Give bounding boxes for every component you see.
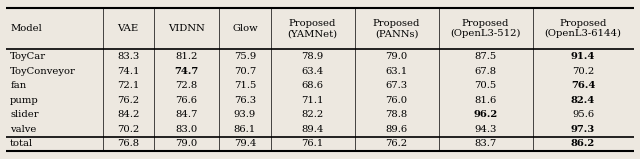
Text: 70.5: 70.5: [474, 81, 497, 90]
Text: slider: slider: [10, 110, 39, 119]
Text: total: total: [10, 139, 33, 148]
Text: pump: pump: [10, 96, 39, 105]
Text: 76.2: 76.2: [117, 96, 140, 105]
Text: 84.2: 84.2: [117, 110, 140, 119]
Text: 63.1: 63.1: [385, 67, 408, 76]
Text: 78.8: 78.8: [385, 110, 408, 119]
Text: Proposed
(YAMNet): Proposed (YAMNet): [287, 19, 337, 38]
Text: 86.1: 86.1: [234, 125, 256, 134]
Text: 63.4: 63.4: [301, 67, 324, 76]
Text: 70.7: 70.7: [234, 67, 256, 76]
Text: 76.6: 76.6: [175, 96, 198, 105]
Text: 74.1: 74.1: [117, 67, 140, 76]
Text: 86.2: 86.2: [571, 139, 595, 148]
Text: 97.3: 97.3: [571, 125, 595, 134]
Text: Glow: Glow: [232, 24, 258, 33]
Text: 76.8: 76.8: [117, 139, 140, 148]
Text: 96.2: 96.2: [474, 110, 498, 119]
Text: fan: fan: [10, 81, 26, 90]
Text: 83.0: 83.0: [175, 125, 198, 134]
Text: 82.4: 82.4: [571, 96, 595, 105]
Text: 83.3: 83.3: [117, 52, 140, 61]
Text: 91.4: 91.4: [571, 52, 595, 61]
Text: 67.3: 67.3: [385, 81, 408, 90]
Text: ToyCar: ToyCar: [10, 52, 46, 61]
Text: 76.3: 76.3: [234, 96, 256, 105]
Text: 84.7: 84.7: [175, 110, 198, 119]
Text: 70.2: 70.2: [572, 67, 594, 76]
Text: 76.1: 76.1: [301, 139, 324, 148]
Text: VAE: VAE: [118, 24, 139, 33]
Text: 67.8: 67.8: [474, 67, 497, 76]
Text: 76.4: 76.4: [571, 81, 595, 90]
Text: 72.8: 72.8: [175, 81, 198, 90]
Text: 81.6: 81.6: [474, 96, 497, 105]
Text: 95.6: 95.6: [572, 110, 594, 119]
Text: VIDNN: VIDNN: [168, 24, 205, 33]
Text: 87.5: 87.5: [474, 52, 497, 61]
Text: 68.6: 68.6: [301, 81, 324, 90]
Text: 89.6: 89.6: [385, 125, 408, 134]
Text: 79.0: 79.0: [385, 52, 408, 61]
Text: 74.7: 74.7: [174, 67, 198, 76]
Text: 83.7: 83.7: [474, 139, 497, 148]
Text: Proposed
(PANNs): Proposed (PANNs): [373, 19, 420, 38]
Text: 89.4: 89.4: [301, 125, 324, 134]
Text: 79.4: 79.4: [234, 139, 256, 148]
Text: ToyConveyor: ToyConveyor: [10, 67, 76, 76]
Text: 81.2: 81.2: [175, 52, 198, 61]
Text: 71.5: 71.5: [234, 81, 256, 90]
Text: 71.1: 71.1: [301, 96, 324, 105]
Text: 72.1: 72.1: [117, 81, 140, 90]
Text: 76.0: 76.0: [385, 96, 408, 105]
Text: 75.9: 75.9: [234, 52, 256, 61]
Text: 70.2: 70.2: [117, 125, 140, 134]
Text: 93.9: 93.9: [234, 110, 256, 119]
Text: 78.9: 78.9: [301, 52, 324, 61]
Text: Model: Model: [10, 24, 42, 33]
Text: 94.3: 94.3: [474, 125, 497, 134]
Text: Proposed
(OpenL3-512): Proposed (OpenL3-512): [451, 19, 521, 38]
Text: 82.2: 82.2: [301, 110, 324, 119]
Text: valve: valve: [10, 125, 36, 134]
Text: 76.2: 76.2: [385, 139, 408, 148]
Text: Proposed
(OpenL3-6144): Proposed (OpenL3-6144): [545, 19, 621, 38]
Text: 79.0: 79.0: [175, 139, 198, 148]
